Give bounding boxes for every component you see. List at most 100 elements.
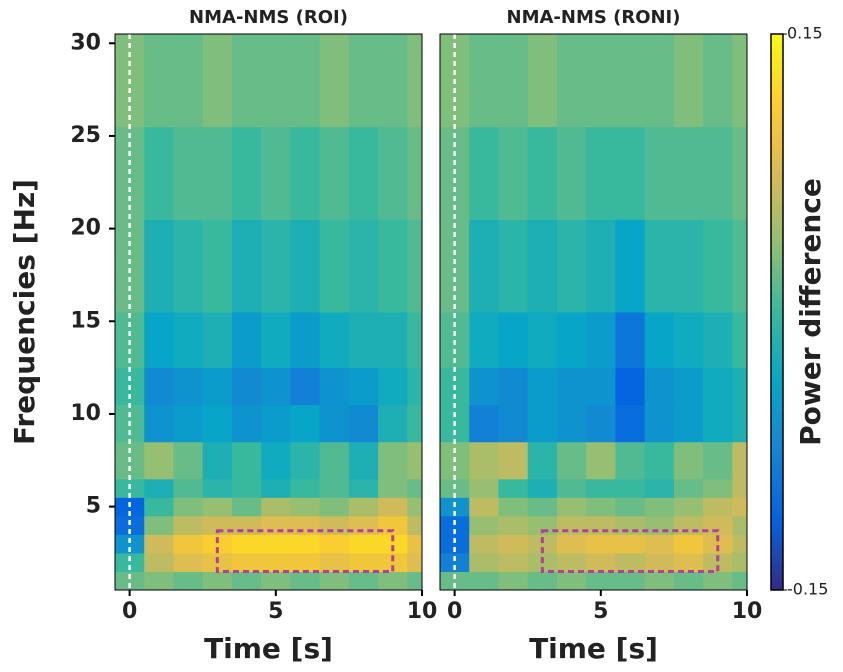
heatmap-cell xyxy=(290,571,321,591)
heatmap-cell xyxy=(231,219,262,313)
heatmap-cell xyxy=(615,552,646,572)
heatmap-cell xyxy=(261,404,291,443)
heatmap-cell xyxy=(703,34,733,128)
heatmap-cell xyxy=(261,219,291,313)
heatmap-cell xyxy=(202,571,233,591)
heatmap-cell xyxy=(378,126,408,220)
heatmap-cell xyxy=(348,571,379,591)
heatmap-cell xyxy=(586,534,616,554)
heatmap-cell xyxy=(469,367,499,406)
heatmap-cell xyxy=(319,552,350,572)
heatmap-cell xyxy=(703,367,733,406)
heatmap-cell xyxy=(703,571,733,591)
heatmap-cell xyxy=(173,126,204,220)
heatmap-cell xyxy=(703,441,733,480)
heatmap-cell xyxy=(144,497,174,517)
heatmap-cell xyxy=(556,571,587,591)
heatmap-cell xyxy=(644,219,675,313)
heatmap-cell xyxy=(615,478,646,498)
heatmap-cell xyxy=(173,478,204,498)
heatmap-cell xyxy=(469,552,499,572)
heatmap-cell xyxy=(407,367,423,406)
heatmap-cell xyxy=(407,441,423,480)
heatmap-cell xyxy=(144,34,174,128)
heatmap-cell xyxy=(144,312,174,369)
heatmap-cell xyxy=(644,478,675,498)
heatmap-cell xyxy=(144,219,174,313)
heatmap-cell xyxy=(407,34,423,128)
heatmap-cell xyxy=(440,534,470,554)
heatmap-cell xyxy=(644,126,675,220)
heatmap-cell xyxy=(407,478,423,498)
heatmap-cell xyxy=(469,404,499,443)
heatmap-cell xyxy=(615,571,646,591)
colorbar-label: Power difference xyxy=(794,178,827,446)
heatmap-cell xyxy=(615,219,646,313)
heatmap-cell xyxy=(615,441,646,480)
heatmap-cell xyxy=(319,126,350,220)
heatmap-cell xyxy=(407,497,423,517)
heatmap-cell xyxy=(469,515,499,535)
x-tick-label: 0 xyxy=(122,599,137,624)
heatmap-cell xyxy=(469,571,499,591)
heatmap-cell xyxy=(261,367,291,406)
heatmap-cell xyxy=(644,515,675,535)
heatmap-cell xyxy=(527,34,558,128)
heatmap-cell xyxy=(348,404,379,443)
y-tick-label: 30 xyxy=(70,30,101,55)
heatmap-cell xyxy=(644,404,675,443)
heatmap-cell xyxy=(348,367,379,406)
heatmap-cell xyxy=(319,34,350,128)
x-tick-label: 5 xyxy=(593,599,608,624)
heatmap-cell xyxy=(673,478,704,498)
heatmap-cell xyxy=(498,34,529,128)
heatmap-cell xyxy=(703,552,733,572)
heatmap-cell xyxy=(615,515,646,535)
heatmap-cell xyxy=(527,497,558,517)
heatmap-cell xyxy=(732,571,748,591)
heatmap-cell xyxy=(673,219,704,313)
heatmap-cell xyxy=(673,552,704,572)
heatmap-cell xyxy=(202,404,233,443)
heatmap-cell xyxy=(527,441,558,480)
heatmap-cell xyxy=(498,497,529,517)
heatmap-cell xyxy=(556,312,587,369)
y-tick-label: 25 xyxy=(70,123,101,148)
heatmap-cell xyxy=(290,534,321,554)
heatmap-cell xyxy=(290,219,321,313)
heatmap-cell xyxy=(644,34,675,128)
x-tick-label: 5 xyxy=(268,599,283,624)
heatmap-cell xyxy=(703,126,733,220)
heatmap-cell xyxy=(231,571,262,591)
heatmap-cell xyxy=(644,312,675,369)
x-tick-label: 0 xyxy=(447,599,462,624)
heatmap-cell xyxy=(202,367,233,406)
heatmap-cell xyxy=(378,312,408,369)
roi-box xyxy=(215,529,395,573)
heatmap-cell xyxy=(615,497,646,517)
heatmap-cell xyxy=(173,497,204,517)
heatmap-cell xyxy=(644,367,675,406)
colorbar-tick-label: 0.15 xyxy=(787,24,823,43)
heatmap-cell xyxy=(732,534,748,554)
heatmap-cell xyxy=(469,34,499,128)
heatmap-cell xyxy=(290,367,321,406)
heatmap-cell xyxy=(469,497,499,517)
heatmap-cell xyxy=(556,534,587,554)
heatmap-cell xyxy=(586,367,616,406)
heatmap-cell xyxy=(202,34,233,128)
heatmap-cell xyxy=(586,312,616,369)
heatmap-cell xyxy=(407,312,423,369)
heatmap-cell xyxy=(231,552,262,572)
heatmap-cell xyxy=(144,571,174,591)
heatmap-cell xyxy=(498,312,529,369)
heatmap-cell xyxy=(586,126,616,220)
heatmap-cell xyxy=(290,126,321,220)
x-axis-label: Time [s] xyxy=(529,632,658,665)
heatmap-cell xyxy=(202,219,233,313)
heatmap-cell xyxy=(615,534,646,554)
heatmap-cell xyxy=(703,404,733,443)
y-tick-label: 10 xyxy=(70,401,101,426)
heatmap-cell xyxy=(732,515,748,535)
heatmap-cell xyxy=(378,441,408,480)
